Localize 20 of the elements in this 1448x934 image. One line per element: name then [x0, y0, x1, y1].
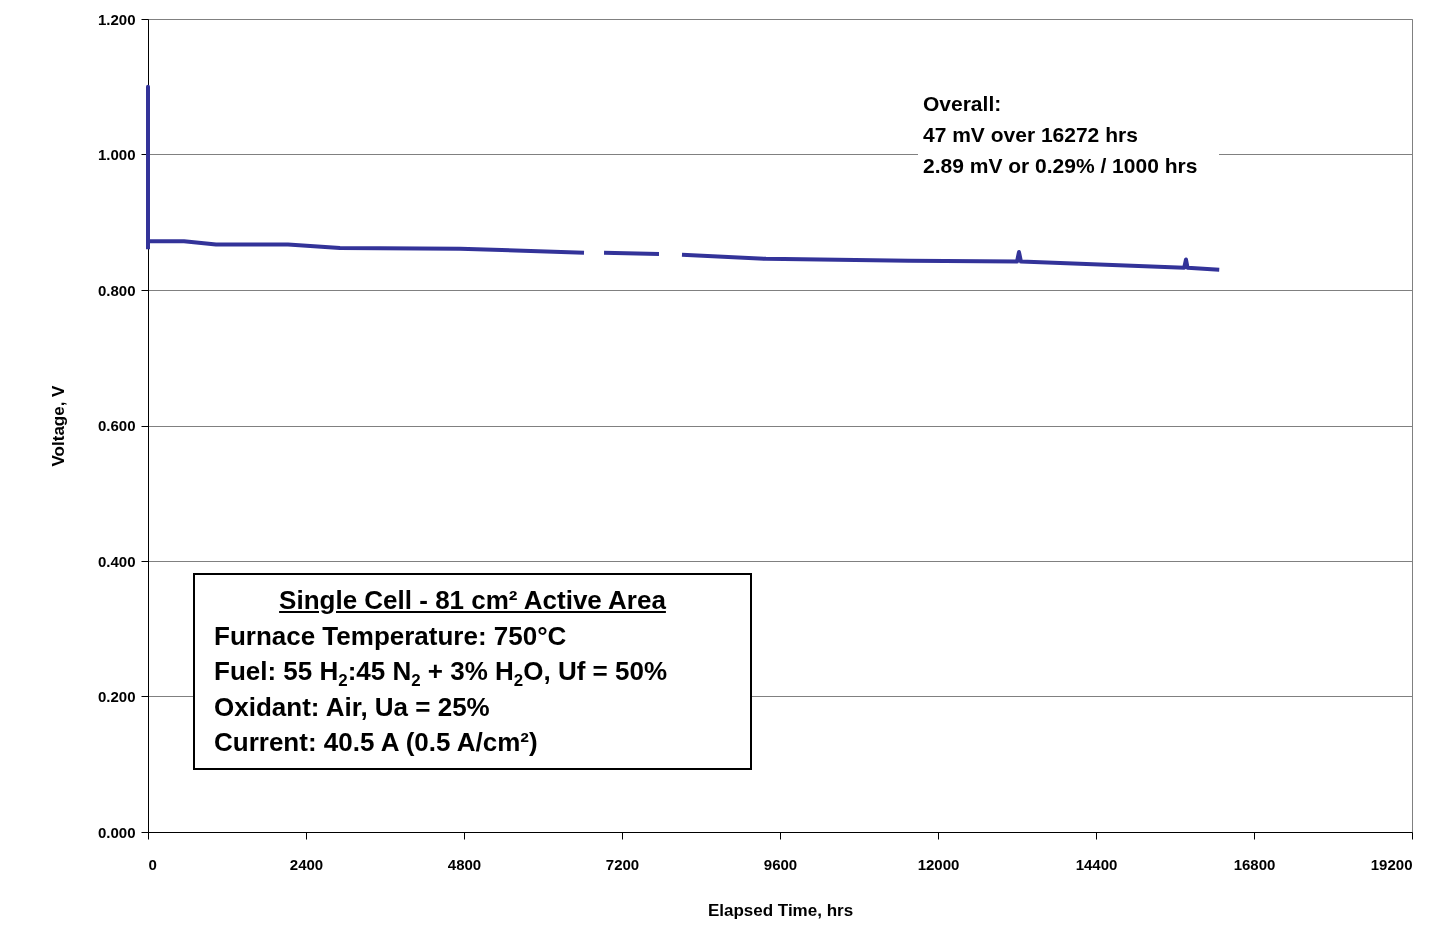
- annotation: Overall: 47 mV over 16272 hrs 2.89 mV or 0.29% / 1000 hrs: [923, 91, 1198, 179]
- x-tick-label: 2400: [289, 855, 324, 873]
- x-tick-label: 14400: [1075, 855, 1118, 873]
- note-box: Single Cell - 81 cm² Active Area Furnace Temperature: 750°C Fuel: 55 H$_{2}$:45 N$_{2}$ + 3% H$_{2}$O, Uf = 50% Oxidant: Air, Ua = 25% Current: 40.5 A (0.5 A/cm²): [193, 573, 752, 770]
- x-tick-label: 7200: [605, 855, 640, 873]
- x-tick-label: 19200: [1370, 855, 1413, 873]
- y-tick-label: 1.000: [97, 146, 136, 163]
- x-tick-label: 0: [148, 855, 157, 873]
- y-tick-label: 0.000: [97, 823, 136, 841]
- x-tick-label: 9600: [763, 855, 798, 873]
- y-tick-label: 0.200: [97, 688, 136, 705]
- y-tick-label: 0.600: [97, 417, 136, 434]
- y-tick-label: 0.400: [97, 552, 136, 570]
- y-axis-title: Voltage, V: [48, 384, 68, 467]
- x-tick-label: 12000: [917, 855, 960, 873]
- y-tick-label: 1.200: [97, 10, 136, 28]
- x-tick-label: 16800: [1233, 855, 1276, 873]
- x-axis-title: Elapsed Time, hrs: [707, 900, 854, 920]
- y-tick-label: 0.800: [97, 281, 136, 299]
- x-tick-label: 4800: [447, 855, 482, 873]
